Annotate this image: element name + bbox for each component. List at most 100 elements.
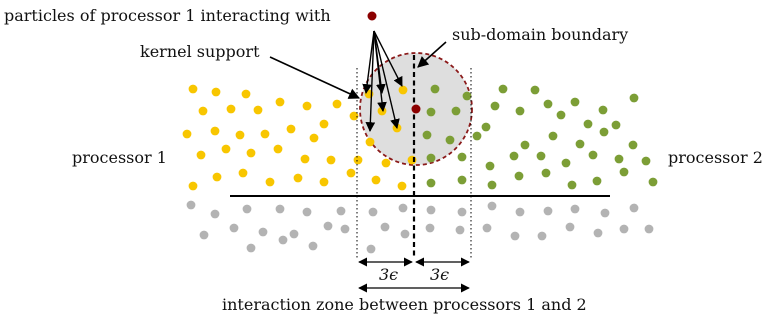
proc2-particle <box>583 119 593 129</box>
proc1-particle <box>353 155 363 165</box>
proc1-particle <box>326 155 336 165</box>
ghost-particle <box>600 208 610 218</box>
proc1-particle <box>198 106 208 116</box>
proc1-particle <box>365 137 375 147</box>
proc1-particle <box>235 130 245 140</box>
proc2-particle <box>457 175 467 185</box>
proc1-particle <box>332 99 342 109</box>
proc1-particle <box>210 126 220 136</box>
ghost-particle <box>400 229 410 239</box>
proc2-particle <box>422 130 432 140</box>
ghost-particle <box>278 235 288 245</box>
proc1-particle <box>260 129 270 139</box>
proc1-particle <box>273 144 283 154</box>
proc1-particle <box>265 177 275 187</box>
proc1-particle <box>319 177 329 187</box>
ghost-particle <box>336 206 346 216</box>
proc2-particle <box>648 177 658 187</box>
ghost-particle <box>487 201 497 211</box>
ghost-particle <box>275 204 285 214</box>
kernel-support-arrow <box>269 56 361 99</box>
proc1-particle <box>309 133 319 143</box>
proc2-particle <box>515 106 525 116</box>
ghost-particle <box>242 204 252 214</box>
proc2-particle <box>426 153 436 163</box>
dim-label-left: 3ϵ <box>379 265 398 284</box>
proc2-particle <box>498 84 508 94</box>
ghost-particle <box>368 207 378 217</box>
ghost-particle <box>380 222 390 232</box>
ghost-particle <box>537 231 547 241</box>
ghost-particle <box>482 223 492 233</box>
ghost-particle <box>246 243 256 253</box>
particle-layer <box>182 84 658 254</box>
proc2-particle <box>567 180 577 190</box>
proc1-particle <box>349 111 359 121</box>
proc1-particle <box>241 89 251 99</box>
proc2-particle <box>541 168 551 178</box>
ghost-particle <box>619 224 629 234</box>
proc2-particle <box>628 140 638 150</box>
proc2-particle <box>485 161 495 171</box>
proc2-particle <box>611 120 621 130</box>
proc2-particle <box>556 110 566 120</box>
proc2-particle <box>520 140 530 150</box>
ghost-particle <box>398 203 408 213</box>
proc1-particle <box>319 119 329 129</box>
proc2-particle <box>457 152 467 162</box>
proc1-particle <box>302 101 312 111</box>
ghost-particle <box>425 223 435 233</box>
ghost-particle <box>366 244 376 254</box>
proc2-particle <box>426 178 436 188</box>
ghost-particle <box>229 223 239 233</box>
ghost-particle <box>302 207 312 217</box>
ghost-particle <box>186 200 196 210</box>
proc2-particle <box>487 180 497 190</box>
proc2-particle <box>509 151 519 161</box>
proc1-particle <box>397 181 407 191</box>
ghost-particle <box>455 225 465 235</box>
ghost-particle <box>593 228 603 238</box>
kernel-support-label: kernel support <box>140 42 260 61</box>
ghost-particle <box>457 207 467 217</box>
proc2-particle <box>575 139 585 149</box>
ghost-particle <box>515 207 525 217</box>
proc2-particle <box>451 106 461 116</box>
proc2-particle <box>514 171 524 181</box>
proc1-particle <box>346 168 356 178</box>
proc2-particle <box>561 158 571 168</box>
proc2-particle <box>619 167 629 177</box>
proc1-particle <box>253 105 263 115</box>
target-particle <box>411 104 421 114</box>
ghost-particle <box>426 205 436 215</box>
proc2-particle <box>462 91 472 101</box>
proc2-particle <box>472 131 482 141</box>
proc1-particle <box>211 87 221 97</box>
ghost-particle <box>210 209 220 219</box>
proc1-particle <box>381 158 391 168</box>
proc2-particle <box>614 154 624 164</box>
proc1-particle <box>398 85 408 95</box>
ghost-particle <box>258 227 268 237</box>
proc1-particle <box>196 150 206 160</box>
proc2-particle <box>426 107 436 117</box>
proc1-particle <box>212 172 222 182</box>
proc1-particle <box>293 173 303 183</box>
proc2-particle <box>592 176 602 186</box>
proc2-particle <box>430 84 440 94</box>
ghost-particle <box>308 241 318 251</box>
proc1-particle <box>238 168 248 178</box>
proc2-particle <box>543 99 553 109</box>
proc2-particle <box>588 150 598 160</box>
ghost-particle <box>543 206 553 216</box>
proc1-particle <box>246 148 256 158</box>
proc1-particle <box>286 124 296 134</box>
proc1-particle <box>371 175 381 185</box>
proc1-particle <box>300 154 310 164</box>
proc2-particle <box>536 151 546 161</box>
proc1-particle <box>188 84 198 94</box>
ghost-particle <box>199 230 209 240</box>
ghost-particle <box>510 231 520 241</box>
processor-1-label: processor 1 <box>72 148 167 167</box>
